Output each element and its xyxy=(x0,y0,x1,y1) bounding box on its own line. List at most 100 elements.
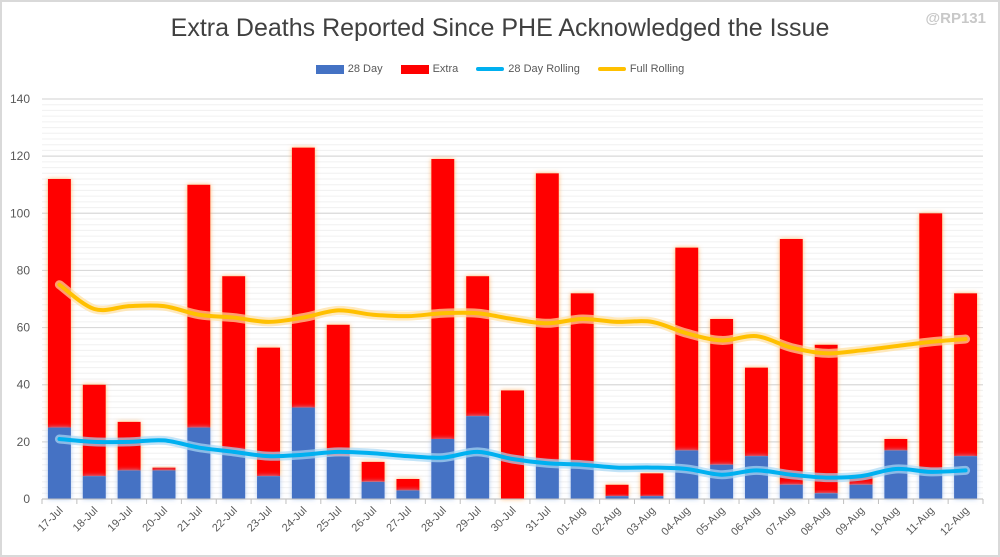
bar-extra xyxy=(326,324,350,457)
x-tick-label: 22-Jul xyxy=(210,505,240,535)
bar-28-day xyxy=(257,476,281,499)
x-tick-label: 10-Aug xyxy=(868,505,902,539)
bar-28-day xyxy=(187,427,211,499)
bar-extra xyxy=(257,347,281,477)
bar-extra xyxy=(47,179,71,428)
bar-28-day xyxy=(954,456,978,499)
bar-28-day xyxy=(152,470,176,499)
x-tick-label: 08-Aug xyxy=(799,505,833,539)
bar-28-day xyxy=(361,481,385,499)
bar-extra xyxy=(605,484,629,497)
x-tick-label: 24-Jul xyxy=(280,505,310,535)
y-tick-label: 100 xyxy=(10,206,30,220)
legend-label: Extra xyxy=(432,63,459,75)
y-tick-label: 140 xyxy=(10,92,30,106)
bar-28-day xyxy=(82,476,106,499)
bar-extra xyxy=(535,173,559,462)
x-tick-label: 17-Jul xyxy=(36,505,66,535)
bar-28-day xyxy=(570,464,594,499)
x-tick-label: 25-Jul xyxy=(315,505,345,535)
x-tick-label: 26-Jul xyxy=(350,505,380,535)
y-tick-label: 80 xyxy=(17,263,31,277)
bar-28-day xyxy=(849,484,873,499)
x-tick-label: 05-Aug xyxy=(694,505,728,539)
bar-extra xyxy=(884,439,908,451)
legend-label: 28 Day Rolling xyxy=(508,63,580,75)
x-tick-label: 02-Aug xyxy=(590,505,624,539)
bar-extra xyxy=(640,473,664,497)
x-tick-label: 03-Aug xyxy=(624,505,658,539)
bar-extra xyxy=(675,247,699,451)
x-tick-label: 27-Jul xyxy=(384,505,414,535)
x-tick-label: 06-Aug xyxy=(729,505,763,539)
chart-title: Extra Deaths Reported Since PHE Acknowle… xyxy=(170,14,830,42)
bar-28-day xyxy=(466,416,490,499)
28-day-rolling-line xyxy=(57,437,968,480)
bar-28-day xyxy=(396,490,420,499)
bar-extra xyxy=(466,276,490,417)
x-tick-label: 07-Aug xyxy=(764,505,798,539)
x-tick-label: 23-Jul xyxy=(245,505,275,535)
x-tick-label: 04-Aug xyxy=(659,505,693,539)
bar-extra xyxy=(501,390,524,499)
bar-extra xyxy=(954,293,978,457)
bar-extra xyxy=(361,461,385,482)
x-tick-label: 09-Aug xyxy=(834,505,868,539)
bar-28-day xyxy=(640,496,664,499)
bar-extra xyxy=(779,239,803,485)
x-tick-label: 18-Jul xyxy=(71,505,101,535)
legend-item-full-rolling: Full Rolling xyxy=(597,63,685,75)
bar-28-day xyxy=(117,470,141,499)
bar-28-day xyxy=(675,450,699,499)
x-tick-label: 19-Jul xyxy=(106,505,136,535)
bar-extra xyxy=(187,184,211,428)
bar-extra xyxy=(814,344,838,494)
x-tick-label: 28-Jul xyxy=(419,505,449,535)
x-tick-label: 30-Jul xyxy=(489,505,519,535)
bar-extra xyxy=(291,147,315,408)
legend-swatch xyxy=(597,67,626,71)
y-tick-label: 20 xyxy=(17,435,31,449)
y-tick-label: 0 xyxy=(23,492,30,506)
bar-28-day xyxy=(47,427,71,499)
bar-extra xyxy=(222,276,246,451)
full-rolling-line xyxy=(57,282,968,356)
bar-28-day xyxy=(779,484,803,499)
bar-28-day xyxy=(222,450,246,499)
bar-28-day xyxy=(535,461,559,499)
legend-item-28-day-rolling: 28 Day Rolling xyxy=(476,63,580,75)
x-tick-label: 11-Aug xyxy=(904,505,937,538)
bar-28-day xyxy=(744,456,768,499)
bar-28-day xyxy=(431,439,455,499)
bar-extra xyxy=(82,384,106,477)
y-tick-label: 60 xyxy=(17,321,31,335)
legend-label: 28 Day xyxy=(347,63,383,75)
x-tick-label: 01-Aug xyxy=(555,505,589,539)
watermark: @RP131 xyxy=(925,10,987,27)
legend-item-extra: Extra xyxy=(400,63,459,75)
legend: 28 Day Extra 28 Day Rolling Full Rolling xyxy=(0,63,1000,75)
bar-28-day xyxy=(884,450,908,499)
bar-28-day xyxy=(814,493,838,499)
y-tick-label: 120 xyxy=(10,149,30,163)
legend-item-28-day: 28 Day xyxy=(315,63,383,75)
bar-extra xyxy=(744,367,768,457)
bar-28-day xyxy=(919,470,943,499)
x-tick-label: 20-Jul xyxy=(140,505,170,535)
legend-swatch xyxy=(400,64,429,74)
legend-swatch xyxy=(315,64,344,74)
legend-label: Full Rolling xyxy=(629,63,685,75)
bar-28-day xyxy=(326,456,350,499)
x-tick-label: 31-Jul xyxy=(524,505,554,535)
bar-extra xyxy=(710,319,734,465)
bar-extra xyxy=(396,479,420,491)
legend-swatch xyxy=(476,67,505,71)
x-tick-label: 12-Aug xyxy=(938,505,972,539)
bar-28-day xyxy=(605,496,629,499)
y-tick-label: 40 xyxy=(17,378,31,392)
x-tick-label: 29-Jul xyxy=(454,505,484,535)
bar-extra xyxy=(431,159,455,439)
bar-extra xyxy=(570,293,594,465)
bar-extra xyxy=(152,467,176,471)
